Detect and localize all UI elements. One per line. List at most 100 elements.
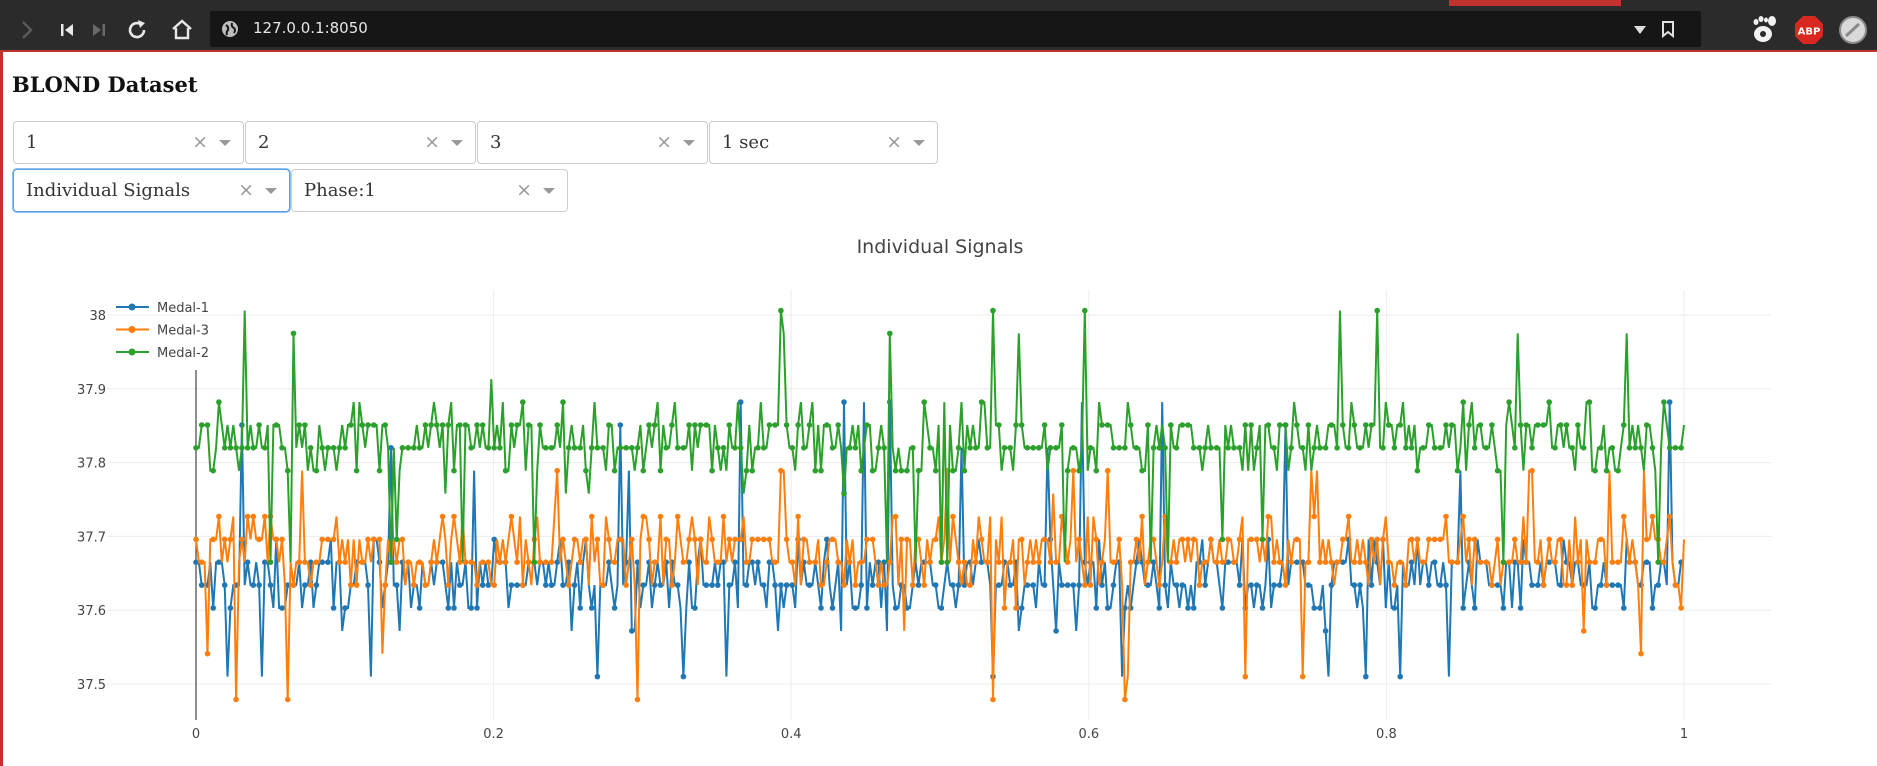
data-point[interactable] xyxy=(1471,605,1478,611)
data-point[interactable] xyxy=(1139,467,1145,474)
data-point[interactable] xyxy=(376,467,383,474)
data-point[interactable] xyxy=(1351,559,1358,565)
url-text[interactable]: 127.0.0.1:8050 xyxy=(253,19,368,37)
data-point[interactable] xyxy=(1299,673,1306,680)
data-point[interactable] xyxy=(227,605,234,611)
data-point[interactable] xyxy=(250,513,257,520)
data-point[interactable] xyxy=(1672,445,1679,451)
data-point[interactable] xyxy=(915,582,922,588)
data-point[interactable] xyxy=(629,536,635,543)
data-point[interactable] xyxy=(766,559,773,565)
data-point[interactable] xyxy=(250,445,257,451)
data-point[interactable] xyxy=(680,559,687,565)
data-point[interactable] xyxy=(1099,582,1105,588)
data-point[interactable] xyxy=(1340,559,1346,565)
data-point[interactable] xyxy=(1213,445,1220,451)
data-point[interactable] xyxy=(520,582,526,588)
data-point[interactable] xyxy=(606,536,612,543)
data-point[interactable] xyxy=(772,582,778,588)
data-point[interactable] xyxy=(950,467,956,474)
data-point[interactable] xyxy=(1649,445,1656,451)
data-point[interactable] xyxy=(1512,559,1518,565)
data-point[interactable] xyxy=(892,467,899,474)
data-point[interactable] xyxy=(1254,582,1260,588)
data-point[interactable] xyxy=(1368,422,1375,428)
data-point[interactable] xyxy=(1150,445,1157,451)
data-point[interactable] xyxy=(789,582,796,588)
data-point[interactable] xyxy=(279,445,285,451)
data-point[interactable] xyxy=(755,536,761,543)
data-point[interactable] xyxy=(1053,445,1059,451)
data-point[interactable] xyxy=(244,445,251,451)
data-point[interactable] xyxy=(514,422,520,428)
data-point[interactable] xyxy=(697,422,704,428)
data-point[interactable] xyxy=(485,445,492,451)
data-point[interactable] xyxy=(388,559,394,565)
data-point[interactable] xyxy=(1018,605,1025,611)
data-point[interactable] xyxy=(737,399,744,405)
data-point[interactable] xyxy=(669,422,675,428)
data-point[interactable] xyxy=(319,445,326,451)
data-point[interactable] xyxy=(1460,513,1466,520)
data-point[interactable] xyxy=(313,559,320,565)
data-point[interactable] xyxy=(1615,559,1621,565)
data-point[interactable] xyxy=(1500,605,1507,611)
data-point[interactable] xyxy=(1414,536,1421,543)
data-point[interactable] xyxy=(829,536,836,543)
data-point[interactable] xyxy=(428,559,434,565)
data-point[interactable] xyxy=(996,559,1002,565)
data-point[interactable] xyxy=(875,445,882,451)
data-point[interactable] xyxy=(1598,445,1604,451)
data-point[interactable] xyxy=(967,445,973,451)
data-point[interactable] xyxy=(600,582,606,588)
data-point[interactable] xyxy=(996,582,1002,588)
data-point[interactable] xyxy=(686,422,692,428)
data-point[interactable] xyxy=(1483,445,1489,451)
data-point[interactable] xyxy=(795,422,801,428)
data-point[interactable] xyxy=(1162,582,1168,588)
data-point[interactable] xyxy=(267,582,274,588)
data-point[interactable] xyxy=(818,582,824,588)
data-point[interactable] xyxy=(474,422,480,428)
data-point[interactable] xyxy=(1471,536,1478,543)
data-point[interactable] xyxy=(1070,445,1077,451)
data-point[interactable] xyxy=(1408,559,1415,565)
data-point[interactable] xyxy=(1064,582,1071,588)
data-point[interactable] xyxy=(1001,605,1008,611)
data-point[interactable] xyxy=(732,559,738,565)
data-point[interactable] xyxy=(1070,582,1077,588)
data-point[interactable] xyxy=(531,559,538,565)
data-point[interactable] xyxy=(841,582,847,588)
data-point[interactable] xyxy=(1598,536,1604,543)
data-point[interactable] xyxy=(1173,445,1180,451)
data-point[interactable] xyxy=(1150,559,1157,565)
data-point[interactable] xyxy=(204,422,211,428)
data-point[interactable] xyxy=(588,605,595,611)
data-point[interactable] xyxy=(766,422,773,428)
data-point[interactable] xyxy=(588,445,595,451)
data-point[interactable] xyxy=(692,605,698,611)
data-point[interactable] xyxy=(1196,445,1203,451)
data-point[interactable] xyxy=(973,445,979,451)
data-point[interactable] xyxy=(204,650,211,657)
data-point[interactable] xyxy=(1466,536,1472,543)
data-point[interactable] xyxy=(434,559,440,565)
data-point[interactable] xyxy=(525,559,532,565)
data-point[interactable] xyxy=(1380,536,1386,543)
data-point[interactable] xyxy=(961,582,968,588)
data-point[interactable] xyxy=(835,422,841,428)
data-point[interactable] xyxy=(273,422,280,428)
data-point[interactable] xyxy=(1179,536,1186,543)
data-point[interactable] xyxy=(726,422,733,428)
data-point[interactable] xyxy=(221,536,228,543)
data-point[interactable] xyxy=(1546,536,1552,543)
data-point[interactable] xyxy=(1248,422,1254,428)
data-point[interactable] xyxy=(1666,399,1673,405)
data-point[interactable] xyxy=(1110,445,1117,451)
data-point[interactable] xyxy=(1431,536,1438,543)
data-point[interactable] xyxy=(755,559,761,565)
data-point[interactable] xyxy=(451,605,457,611)
data-point[interactable] xyxy=(898,536,905,543)
clear-icon[interactable]: × xyxy=(516,179,532,201)
data-point[interactable] xyxy=(1053,559,1059,565)
